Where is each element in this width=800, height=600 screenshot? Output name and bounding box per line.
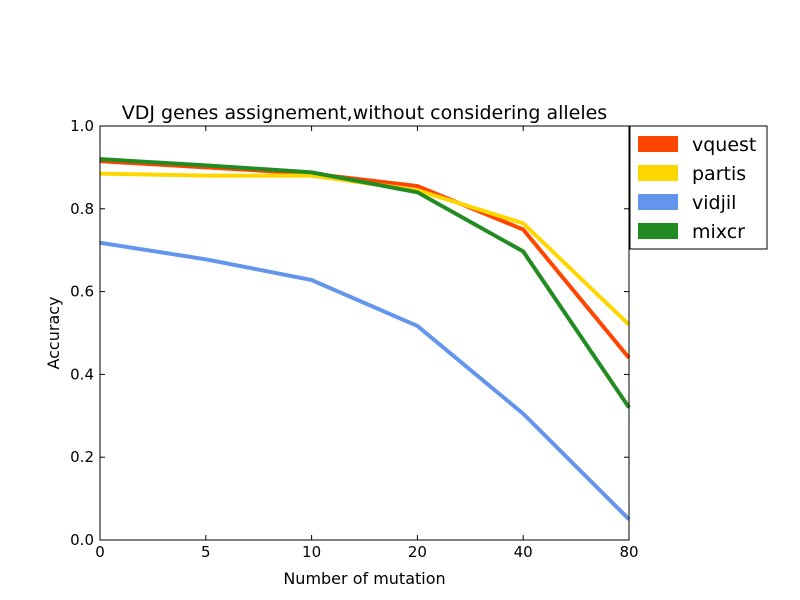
x-tick-label: 0 xyxy=(95,543,105,561)
legend-swatch-vquest xyxy=(638,136,678,152)
ticks-layer: 0 5 10 20 40 80 0.0 0.2 0.4 0.6 0.8 1.0 xyxy=(70,117,638,561)
legend-label-partis: partis xyxy=(692,163,746,185)
x-axis-label: Number of mutation xyxy=(283,569,445,588)
legend-label-vidjil: vidjil xyxy=(692,192,736,214)
series-line-mixcr xyxy=(99,157,631,409)
chart-title: VDJ genes assignement,without considerin… xyxy=(122,102,607,124)
y-tick-label: 0.8 xyxy=(70,200,94,218)
y-tick-label: 0.2 xyxy=(70,448,94,466)
legend-label-mixcr: mixcr xyxy=(692,221,745,243)
y-tick-label: 0.0 xyxy=(70,531,94,549)
x-tick-label: 5 xyxy=(201,543,211,561)
y-tick-label: 0.6 xyxy=(70,283,94,301)
x-tick-label: 20 xyxy=(408,543,427,561)
series-line-vidjil xyxy=(99,240,631,521)
series-layer xyxy=(99,157,631,521)
y-tick-label: 1.0 xyxy=(70,117,94,135)
x-tick-label: 10 xyxy=(302,543,321,561)
x-tick-label: 40 xyxy=(514,543,533,561)
y-axis-label: Accuracy xyxy=(44,296,63,369)
legend-label-vquest: vquest xyxy=(692,134,756,156)
y-tick-label: 0.4 xyxy=(70,365,94,383)
legend-swatch-partis xyxy=(638,165,678,181)
legend: vquest partis vidjil mixcr xyxy=(629,125,768,250)
legend-swatch-vidjil xyxy=(638,194,678,210)
x-tick-label: 80 xyxy=(619,543,638,561)
legend-swatch-mixcr xyxy=(638,223,678,239)
plot-frame xyxy=(99,125,630,541)
series-line-vquest xyxy=(99,159,631,360)
